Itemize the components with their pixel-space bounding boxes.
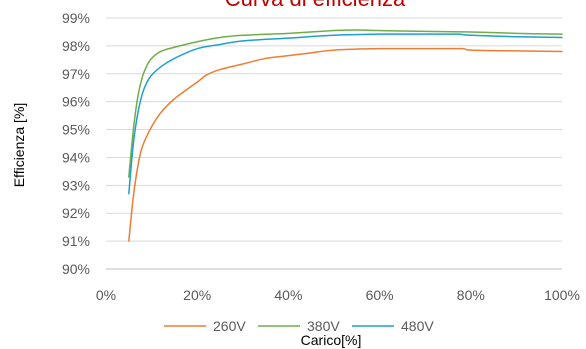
- y-tick-label: 91%: [62, 233, 90, 249]
- series-line-480v: [128, 33, 563, 195]
- y-tick-label: 99%: [62, 10, 90, 26]
- legend-label: 380V: [307, 318, 340, 334]
- y-tick-label: 96%: [62, 94, 90, 110]
- series-line-380v: [128, 29, 563, 178]
- x-tick-labels: 0% 20% 40% 60% 80% 100%: [96, 287, 580, 303]
- legend-label: 480V: [401, 318, 434, 334]
- y-tick-label: 93%: [62, 177, 90, 193]
- grid-lines: [106, 17, 562, 270]
- y-tick-labels: 90% 91% 92% 93% 94% 95% 96% 97% 98% 99%: [62, 10, 90, 277]
- y-tick-label: 94%: [62, 149, 90, 165]
- x-tick-label: 20%: [183, 287, 211, 303]
- y-tick-label: 97%: [62, 66, 90, 82]
- x-axis-label: Carico[%]: [301, 332, 362, 348]
- x-tick-label: 100%: [544, 287, 580, 303]
- x-tick-label: 0%: [96, 287, 116, 303]
- y-tick-label: 98%: [62, 38, 90, 54]
- chart-title: Curva di efficienza: [225, 0, 406, 11]
- x-tick-label: 40%: [274, 287, 302, 303]
- legend: 260V 380V 480V: [164, 318, 434, 334]
- y-axis-label: Efficienza [%]: [11, 103, 27, 188]
- legend-label: 260V: [213, 318, 246, 334]
- series-line-260v: [128, 47, 563, 242]
- x-tick-label: 60%: [366, 287, 394, 303]
- series-lines: [128, 29, 563, 242]
- x-tick-label: 80%: [457, 287, 485, 303]
- y-tick-label: 90%: [62, 261, 90, 277]
- y-tick-label: 95%: [62, 122, 90, 138]
- y-tick-label: 92%: [62, 205, 90, 221]
